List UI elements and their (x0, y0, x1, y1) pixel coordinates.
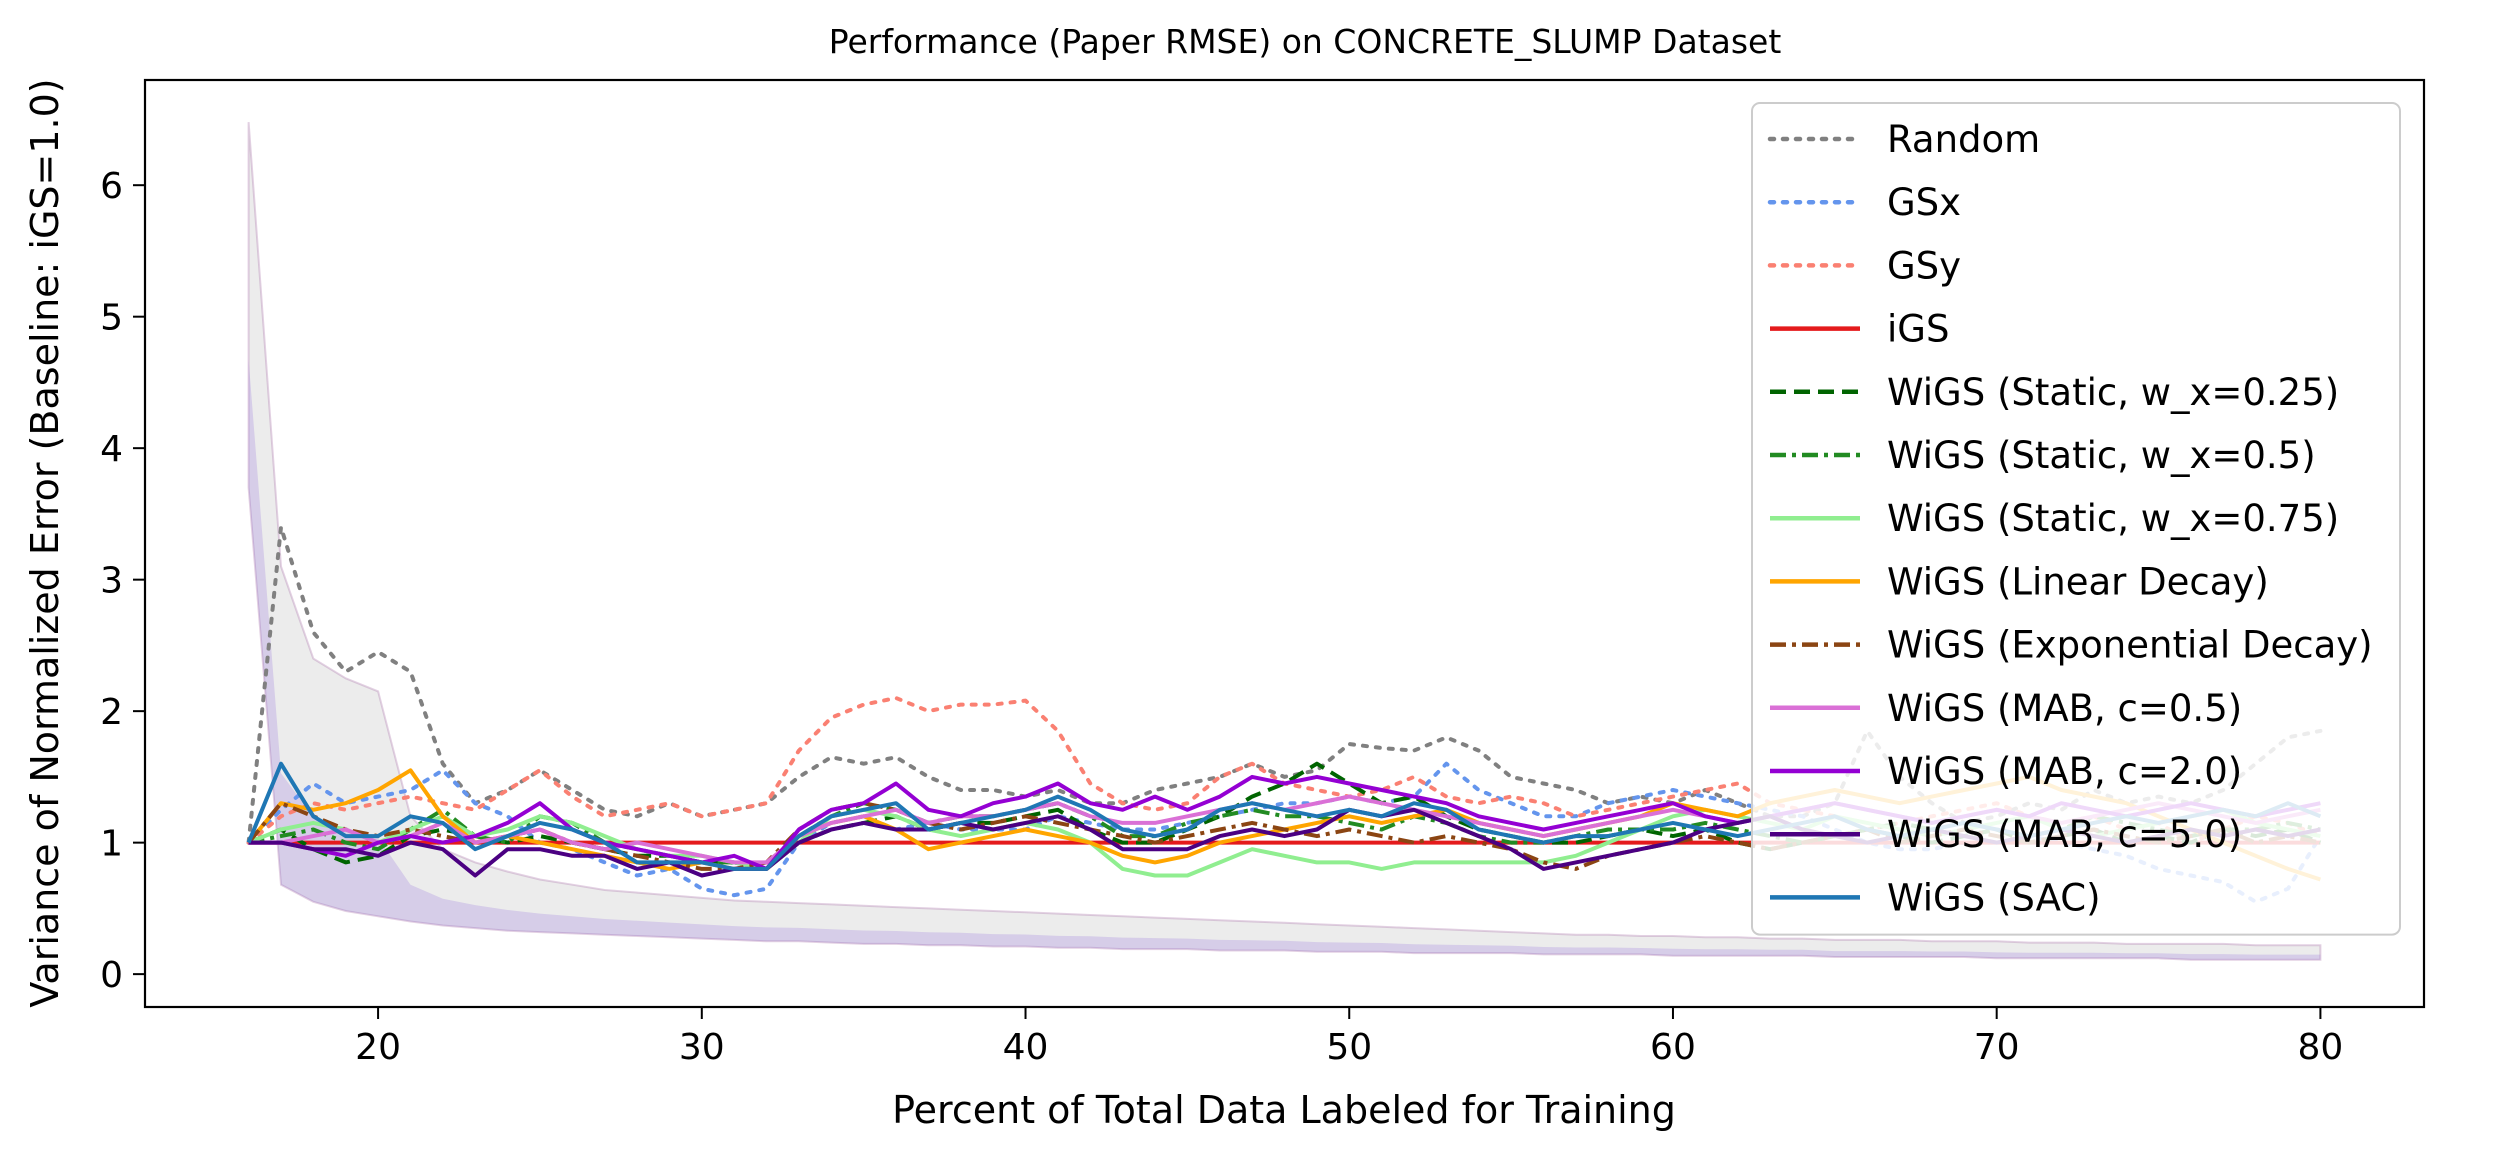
legend-label-wigs-exponential-decay: WiGS (Exponential Decay) (1887, 624, 2373, 667)
legend: Random GSx GSy iGS WiGS (Static, w_x=0.25) Wi… (1751, 102, 2401, 936)
y-tick-label: 5 (100, 298, 123, 339)
legend-label-wigs-static-w-x-0-5: WiGS (Static, w_x=0.5) (1887, 434, 2316, 477)
plot-frame (143, 78, 2426, 1009)
x-tick-label: 70 (1974, 1027, 2020, 1068)
legend-label-wigs-static-w-x-0-25: WiGS (Static, w_x=0.25) (1887, 371, 2339, 414)
x-axis-label: Percent of Total Data Labeled for Traini… (892, 1088, 1676, 1132)
legend-label-wigs-mab-c-5-0: WiGS (MAB, c=5.0) (1887, 813, 2242, 856)
x-tick-label: 20 (355, 1027, 401, 1068)
y-tick-label: 6 (100, 166, 123, 207)
x-tick-label: 30 (679, 1027, 725, 1068)
legend-label-random: Random (1887, 118, 2040, 161)
legend-label-gsy: GSy (1887, 244, 1961, 287)
y-axis-label: Variance of Normalized Error (Baseline: … (23, 78, 67, 1007)
legend-label-wigs-mab-c-2-0: WiGS (MAB, c=2.0) (1887, 750, 2242, 793)
legend-label-wigs-mab-c-0-5: WiGS (MAB, c=0.5) (1887, 687, 2242, 730)
x-tick-label: 80 (2298, 1027, 2344, 1068)
chart-title: Performance (Paper RMSE) on CONCRETE_SLU… (829, 22, 1782, 61)
y-tick-label: 2 (100, 692, 123, 733)
legend-box (1751, 102, 2401, 936)
y-tick-label: 0 (100, 955, 123, 996)
legend-label-wigs-linear-decay: WiGS (Linear Decay) (1887, 560, 2269, 603)
legend-label-igs: iGS (1887, 308, 1949, 351)
x-tick-label: 40 (1003, 1027, 1049, 1068)
y-tick-label: 1 (100, 824, 123, 865)
legend-label-wigs-sac: WiGS (SAC) (1887, 876, 2101, 919)
legend-label-wigs-static-w-x-0-75: WiGS (Static, w_x=0.75) (1887, 497, 2339, 540)
variance-band (247, 122, 2322, 961)
y-tick-label: 4 (100, 429, 123, 470)
x-tick-label: 50 (1326, 1027, 1372, 1068)
x-axis: 20 30 40 50 60 70 80 (355, 1007, 2343, 1068)
legend-label-gsx: GSx (1887, 181, 1961, 224)
variance-band-layer (247, 122, 2322, 961)
y-axis: 0 1 2 3 4 5 6 (100, 166, 145, 996)
y-tick-label: 3 (100, 561, 123, 602)
x-tick-label: 60 (1650, 1027, 1696, 1068)
